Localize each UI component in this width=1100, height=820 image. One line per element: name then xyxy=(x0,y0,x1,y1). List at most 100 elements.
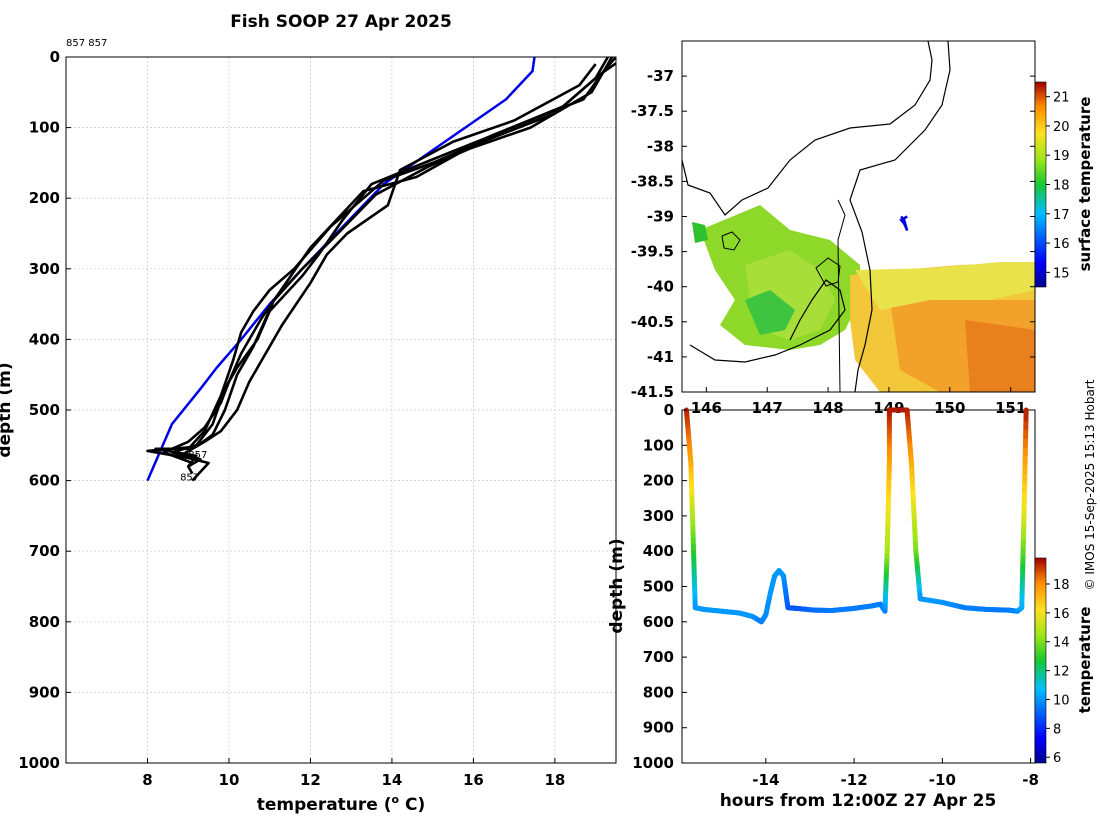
map-x-tick-label: 146 xyxy=(691,399,722,417)
coastline-tasmania xyxy=(689,279,846,363)
map-y-tick-label: -41.5 xyxy=(631,383,674,401)
map-y-tick-label: -38.5 xyxy=(631,172,674,190)
xlabel-text: temperature ( xyxy=(257,795,392,815)
profile-y-tick-label: 600 xyxy=(29,472,60,490)
section-colorbar-tick-label: 16 xyxy=(1053,607,1070,622)
section-y-tick-label: 400 xyxy=(643,542,674,560)
section-x-ticks: -14 -12 -10 -8 xyxy=(752,758,1039,789)
map-y-tick-label: -38 xyxy=(647,137,674,155)
section-x-tick-label: -10 xyxy=(929,771,956,789)
profile-gridlines xyxy=(66,56,616,764)
profile-y-tick-label: 700 xyxy=(29,542,60,560)
profile-y-tick-label: 300 xyxy=(29,260,60,278)
profile-x-tick-label: 14 xyxy=(381,771,402,789)
section-x-axis-label: hours from 12:00Z 27 Apr 25 xyxy=(720,791,997,811)
cast-label: 857 xyxy=(180,473,199,484)
section-colorbar-tick-label: 8 xyxy=(1053,722,1061,737)
xlabel-unit: C) xyxy=(399,795,425,815)
map-y-tick-label: -39 xyxy=(647,208,674,226)
map-colorbar-tick-label: 19 xyxy=(1053,149,1070,164)
map-colorbar-tick-label: 20 xyxy=(1053,120,1070,135)
section-y-tick-label: 700 xyxy=(643,648,674,666)
section-colorbar-tick-label: 12 xyxy=(1053,665,1070,680)
profile-x-axis-label: temperature (o C) xyxy=(257,793,426,815)
section-y-tick-label: 200 xyxy=(643,472,674,490)
map-content xyxy=(682,41,1035,392)
top-cast-labels: 857 857 xyxy=(66,38,107,49)
map-colorbar-tick-label: 18 xyxy=(1053,179,1070,194)
section-y-tick-label: 500 xyxy=(643,578,674,596)
section-colorbar-ticks: 6 8 10 12 14 16 18 xyxy=(1046,578,1070,766)
profile-lines xyxy=(146,57,616,482)
map-colorbar-tick-label: 15 xyxy=(1053,266,1070,281)
section-colorbar-tick-label: 6 xyxy=(1053,751,1061,766)
section-y-tick-label: 300 xyxy=(643,507,674,525)
chart-title: Fish SOOP 27 Apr 2025 xyxy=(230,12,452,32)
profile-y-ticks: 0 100 200 300 400 500 600 700 800 900 1000 xyxy=(18,48,71,772)
section-colorbar-tick-label: 14 xyxy=(1053,636,1070,651)
section-plot-frame xyxy=(681,409,1036,764)
section-y-tick-label: 100 xyxy=(643,436,674,454)
credit-text: © IMOS 15-Sep-2025 15:13 Hobart xyxy=(1083,379,1097,590)
sst-patch-green-spots xyxy=(745,290,795,335)
section-y-tick-label: 600 xyxy=(643,613,674,631)
map-colorbar-tick-label: 17 xyxy=(1053,208,1070,223)
profile-y-tick-label: 200 xyxy=(29,189,60,207)
section-y-ticks: 0 100 200 300 400 500 600 700 800 900 1000 xyxy=(632,401,687,772)
coastline-east-gippsland xyxy=(837,199,846,392)
profile-y-tick-label: 800 xyxy=(29,613,60,631)
sst-patch-small-green xyxy=(692,222,708,243)
profile-y-tick-label: 100 xyxy=(29,119,60,137)
section-y-axis-label: depth (m) xyxy=(607,538,627,633)
section-x-tick-label: -14 xyxy=(752,771,779,789)
section-colorbar-tick-label: 10 xyxy=(1053,693,1070,708)
profile-reference-line xyxy=(146,57,536,482)
coastline-king-island xyxy=(721,231,741,251)
map-colorbar-label: surface temperature xyxy=(1076,97,1094,272)
cast-label: 857 xyxy=(188,450,207,461)
map-y-ticks: -37 -37.5 -38 -38.5 -39 -39.5 -40 -40.5 -41 -41.5 xyxy=(631,67,1035,401)
profile-x-tick-label: 18 xyxy=(544,771,565,789)
map-y-tick-label: -40.5 xyxy=(631,313,674,331)
profile-y-tick-label: 400 xyxy=(29,330,60,348)
profile-x-tick-label: 16 xyxy=(463,771,484,789)
section-y-tick-label: 800 xyxy=(643,683,674,701)
profile-y-tick-label: 0 xyxy=(50,48,60,66)
section-y-tick-label: 0 xyxy=(664,401,674,419)
map-colorbar-tick-label: 21 xyxy=(1053,91,1070,106)
map-x-tick-label: 148 xyxy=(812,399,843,417)
ship-track xyxy=(899,215,909,232)
section-path xyxy=(683,407,1029,625)
section-x-tick-label: -12 xyxy=(841,771,868,789)
sst-patch-hot xyxy=(965,320,1035,392)
profile-x-tick-label: 8 xyxy=(142,771,152,789)
profile-annotations: 857 857 xyxy=(180,450,207,484)
section-colorbar-label: temperature xyxy=(1076,607,1094,714)
map-y-tick-label: -41 xyxy=(647,348,674,366)
map-colorbar xyxy=(1034,81,1047,288)
profile-y-tick-label: 900 xyxy=(29,683,60,701)
map-y-tick-label: -37.5 xyxy=(631,102,674,120)
map-y-tick-label: -40 xyxy=(647,278,674,296)
coastline-victoria xyxy=(682,41,933,216)
map-y-tick-label: -37 xyxy=(647,67,674,85)
profile-y-axis-label: depth (m) xyxy=(0,362,15,457)
profile-x-tick-label: 10 xyxy=(219,771,240,789)
profile-plot-frame xyxy=(65,56,617,764)
map-colorbar-tick-label: 16 xyxy=(1053,237,1070,252)
map-x-tick-label: 147 xyxy=(752,399,783,417)
profile-cast-line xyxy=(146,57,614,460)
section-colorbar xyxy=(1034,557,1047,764)
map-colorbar-ticks: 15 16 17 18 19 20 21 xyxy=(1046,91,1070,281)
profile-y-tick-label: 1000 xyxy=(18,754,60,772)
profile-x-tick-label: 12 xyxy=(300,771,321,789)
section-y-tick-label: 900 xyxy=(643,719,674,737)
section-colorbar-tick-label: 18 xyxy=(1053,578,1070,593)
map-x-tick-label: 150 xyxy=(934,399,965,417)
section-x-tick-label: -8 xyxy=(1022,771,1039,789)
map-x-tick-label: 151 xyxy=(995,399,1026,417)
coastline-flinders-island xyxy=(815,257,841,287)
coastline-nsw xyxy=(849,41,951,392)
sst-patch-yellow-band xyxy=(855,262,1035,310)
